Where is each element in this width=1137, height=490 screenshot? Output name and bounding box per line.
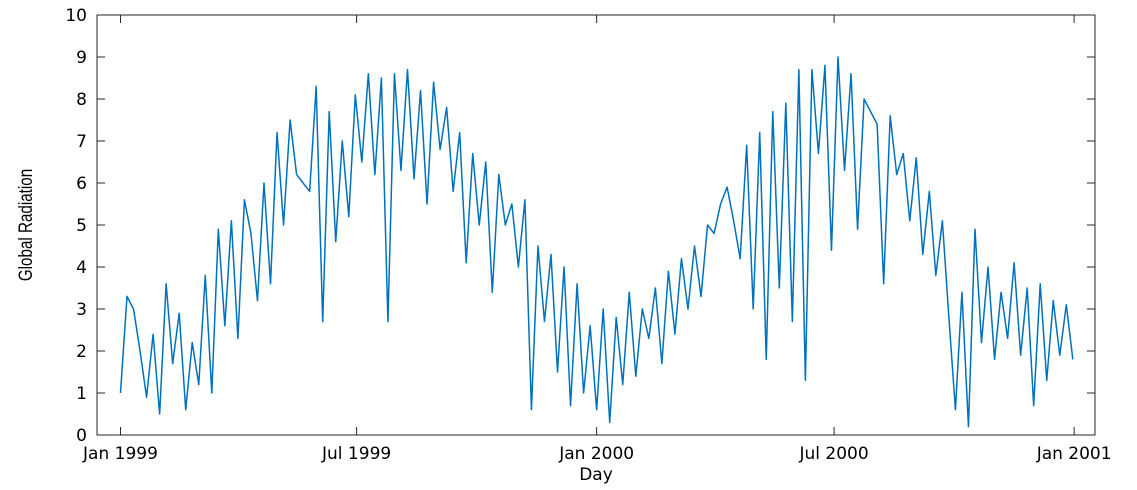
y-tick-label: 10 xyxy=(65,6,87,26)
x-tick-label: Jul 1999 xyxy=(321,444,391,464)
y-axis-label: Global Radiation xyxy=(14,169,36,281)
y-tick-label: 7 xyxy=(76,132,87,152)
x-axis-label: Day xyxy=(579,465,613,485)
y-tick-label: 3 xyxy=(76,300,87,320)
x-tick-label: Jan 2001 xyxy=(1036,444,1112,464)
y-tick-label: 9 xyxy=(76,48,87,68)
y-tick-label: 0 xyxy=(76,426,87,446)
plot-frame xyxy=(96,14,1096,436)
y-tick-label: 1 xyxy=(76,384,87,404)
y-tick-label: 6 xyxy=(76,174,87,194)
y-tick-label: 2 xyxy=(76,342,87,362)
x-tick-label: Jan 2000 xyxy=(558,444,634,464)
y-tick-label: 4 xyxy=(76,258,87,278)
y-tick-label: 8 xyxy=(76,90,87,110)
y-tick-label: 5 xyxy=(76,216,87,236)
x-tick-label: Jan 1999 xyxy=(82,444,158,464)
data-line xyxy=(119,56,1074,428)
x-tick-label: Jul 2000 xyxy=(798,444,868,464)
